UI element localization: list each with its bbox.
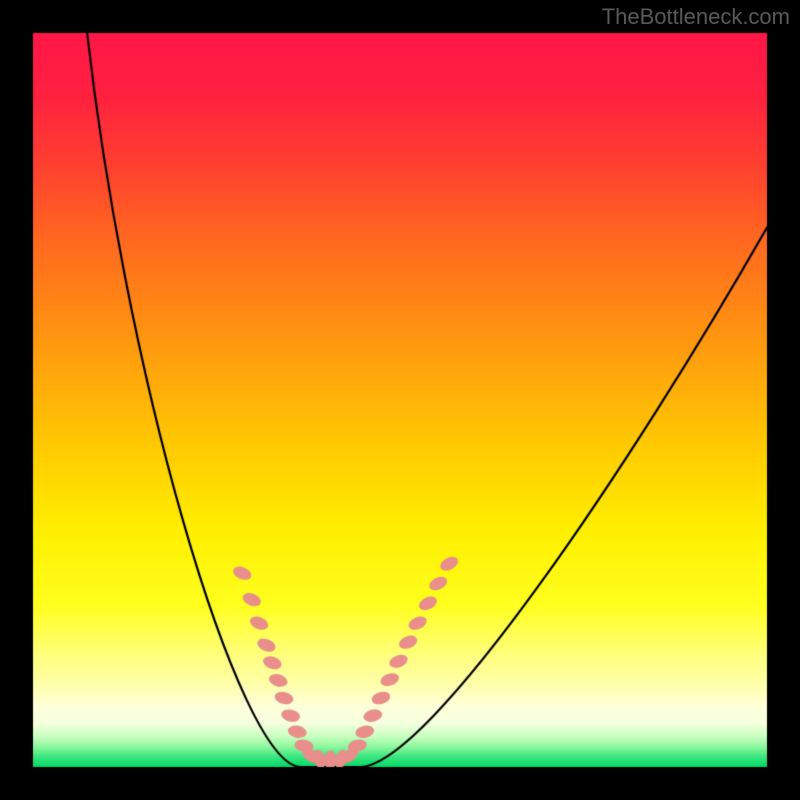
chart-canvas xyxy=(0,0,800,800)
chart-container: TheBottleneck.com xyxy=(0,0,800,800)
